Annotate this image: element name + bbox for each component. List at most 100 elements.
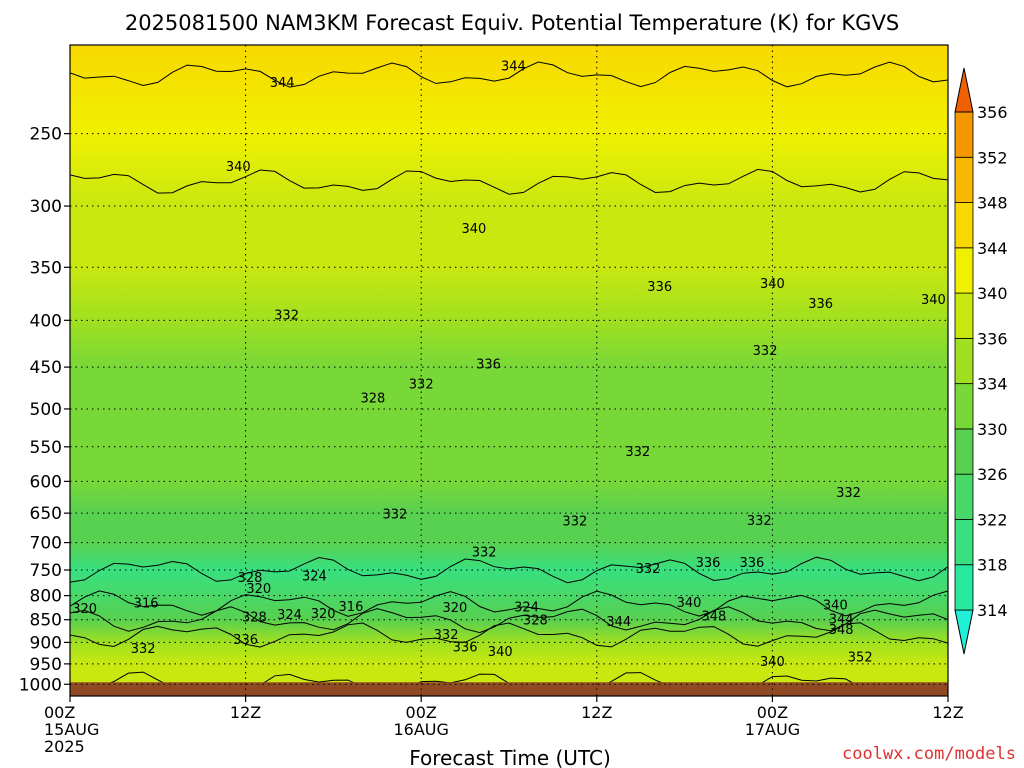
- contour-label: 332: [636, 562, 661, 577]
- colorbar-label: 356: [977, 103, 1008, 122]
- credit-link[interactable]: coolwx.com/models: [842, 744, 1016, 764]
- contour-label: 328: [360, 391, 385, 406]
- contour-label: 340: [760, 655, 785, 670]
- contour-label: 328: [238, 571, 263, 586]
- colorbar-band: [954, 428, 974, 475]
- colorbar-under-triangle: [954, 609, 974, 655]
- contour-label: 348: [829, 623, 854, 638]
- y-tick-label: 700: [30, 534, 62, 554]
- colorbar-band: [954, 111, 974, 158]
- colorbar-band: [954, 202, 974, 249]
- colorbar-label: 318: [977, 556, 1008, 575]
- x-tick-label: 12Z: [230, 703, 261, 722]
- colorbar-label: 336: [977, 329, 1008, 348]
- contour-label: 320: [311, 607, 336, 622]
- y-tick-label: 850: [30, 611, 62, 631]
- contour-label: 340: [461, 222, 486, 237]
- chart-title: 2025081500 NAM3KM Forecast Equiv. Potent…: [125, 11, 899, 35]
- contour-line-332: [70, 622, 948, 648]
- contour-label: 324: [514, 600, 539, 615]
- y-tick-label: 450: [30, 358, 62, 378]
- colorbar-over-triangle: [954, 67, 974, 113]
- colorbar-band: [954, 383, 974, 430]
- contour-label: 336: [453, 641, 478, 656]
- x-tick-label: 12Z: [932, 703, 963, 722]
- contour-label: 340: [488, 645, 513, 660]
- contour-label: 340: [760, 277, 785, 292]
- contour-line-328: [70, 606, 948, 634]
- colorbar-label: 322: [977, 510, 1008, 529]
- y-tick-label: 750: [30, 561, 62, 581]
- contour-label: 324: [302, 569, 327, 584]
- contour-label: 316: [339, 600, 364, 615]
- contour-label: 320: [442, 601, 467, 616]
- x-tick-label: 00Z: [757, 703, 788, 722]
- contour-label: 328: [523, 614, 548, 629]
- colorbar-label: 344: [977, 239, 1008, 258]
- colorbar: 314 318 322 326 330 334 336 340 344 348 352 356: [954, 67, 1008, 655]
- contour-label: 336: [739, 556, 764, 571]
- contour-label: 332: [625, 445, 650, 460]
- contour-label: 352: [848, 651, 873, 666]
- y-tick-label: 300: [30, 197, 62, 217]
- y-tick-label: 800: [30, 587, 62, 607]
- contour-label: 320: [72, 602, 97, 617]
- contour-label: 336: [476, 357, 501, 372]
- contour-label: 344: [501, 59, 526, 74]
- y-tick-label: 650: [30, 504, 62, 524]
- y-tick-label: 600: [30, 472, 62, 492]
- contour-line-344: [70, 61, 948, 88]
- contour-label: 320: [246, 582, 271, 597]
- colorbar-band: [954, 564, 974, 611]
- contour-label: 344: [606, 615, 631, 630]
- x-tick-label: 15AUG: [44, 720, 99, 739]
- x-tick-label: 00Z: [44, 703, 75, 722]
- plot-frame: [69, 44, 949, 697]
- x-axis-label: Forecast Time (UTC): [409, 746, 611, 768]
- y-tick-label: 1000: [19, 675, 62, 695]
- colorbar-band: [954, 473, 974, 520]
- contour-label: 332: [562, 515, 587, 530]
- contour-label: 344: [270, 76, 295, 91]
- theta-e-field: [70, 45, 948, 696]
- contour-label: 332: [753, 344, 778, 359]
- contour-label: 332: [409, 377, 434, 392]
- x-tick-label: 00Z: [406, 703, 437, 722]
- contour-line-320: [70, 556, 948, 584]
- contour-label: 332: [131, 642, 156, 657]
- colorbar-label: 352: [977, 148, 1008, 167]
- colorbar-band: [954, 292, 974, 339]
- grid-lines: [70, 45, 948, 696]
- contour-label: 332: [382, 507, 407, 522]
- contour-label: 344: [829, 613, 854, 628]
- contour-label: 336: [808, 297, 833, 312]
- contour-label: 340: [226, 160, 251, 175]
- colorbar-label: 326: [977, 465, 1008, 484]
- contour-label: 328: [242, 610, 267, 625]
- y-tick-label: 950: [30, 655, 62, 675]
- contour-label: 332: [434, 628, 459, 643]
- colorbar-band: [954, 337, 974, 385]
- x-tick-label: 2025: [44, 737, 85, 756]
- contour-line-340: [70, 168, 948, 195]
- contour-label: 332: [747, 514, 772, 529]
- y-tick-label: 500: [30, 400, 62, 420]
- contour-label: 332: [472, 546, 497, 561]
- contour-label: 340: [921, 293, 946, 308]
- y-tick-label: 900: [30, 633, 62, 653]
- y-axis: 2503003504004505005506006507007508008509…: [19, 125, 70, 695]
- contour-label: 348: [701, 609, 726, 624]
- contour-label: 336: [696, 556, 721, 571]
- colorbar-band: [954, 156, 974, 203]
- colorbar-label: 330: [977, 420, 1008, 439]
- colorbar-label: 340: [977, 284, 1008, 303]
- colorbar-band: [954, 519, 974, 566]
- colorbar-label: 348: [977, 194, 1008, 213]
- y-tick-label: 250: [30, 125, 62, 145]
- contour-label: 316: [134, 596, 159, 611]
- contour-label: 332: [274, 308, 299, 323]
- contour-label: 324: [277, 608, 302, 623]
